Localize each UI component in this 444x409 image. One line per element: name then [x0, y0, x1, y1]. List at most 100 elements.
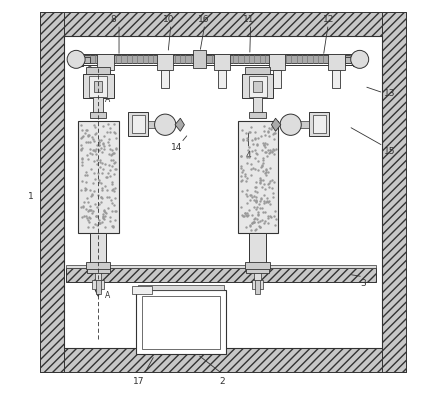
Point [89, 192, 96, 199]
Point [93, 204, 100, 211]
Point [82, 185, 89, 192]
Point [264, 169, 271, 175]
Point [251, 215, 258, 221]
Bar [40, 13, 64, 372]
Point [249, 220, 256, 227]
Point [110, 223, 117, 229]
Point [270, 146, 277, 153]
Point [271, 213, 278, 220]
Point [238, 153, 245, 160]
Point [102, 183, 109, 189]
Point [267, 149, 274, 155]
Point [261, 170, 268, 176]
Point [108, 187, 115, 194]
Bar [252, 280, 263, 289]
Point [98, 137, 105, 144]
Bar [142, 296, 220, 349]
Point [249, 220, 256, 226]
Point [107, 174, 114, 180]
Bar [64, 36, 382, 348]
Point [258, 178, 265, 184]
Point [250, 204, 257, 211]
Point [98, 196, 105, 202]
Point [254, 135, 261, 142]
Point [91, 201, 98, 208]
Circle shape [67, 51, 85, 69]
Point [100, 140, 107, 146]
Point [92, 147, 99, 153]
Point [81, 173, 88, 179]
Point [111, 166, 118, 173]
Point [253, 194, 260, 201]
Point [252, 179, 259, 186]
Point [84, 218, 91, 224]
Point [259, 206, 266, 212]
Point [104, 122, 111, 128]
Point [79, 214, 86, 220]
Point [266, 133, 273, 140]
Point [266, 125, 273, 132]
Point [265, 198, 272, 204]
Point [252, 167, 259, 173]
Point [263, 169, 270, 175]
Bar [218, 71, 226, 88]
Point [99, 211, 107, 218]
Point [85, 207, 92, 213]
Point [94, 157, 101, 164]
Point [264, 199, 271, 205]
Point [103, 130, 110, 136]
Point [83, 172, 91, 179]
Point [106, 214, 113, 220]
Point [248, 162, 255, 168]
Point [93, 161, 100, 167]
Point [101, 224, 108, 230]
Point [246, 192, 253, 199]
Point [104, 194, 111, 200]
Point [109, 157, 116, 164]
Point [101, 209, 108, 216]
Point [252, 130, 259, 136]
Point [84, 208, 91, 214]
Point [106, 152, 113, 158]
Point [251, 136, 258, 143]
Point [254, 209, 262, 216]
Point [104, 187, 111, 193]
Point [86, 147, 93, 153]
Point [79, 155, 86, 162]
Point [79, 203, 87, 209]
Point [251, 184, 258, 191]
Point [270, 194, 277, 201]
Point [270, 147, 277, 154]
Point [244, 210, 251, 216]
Bar [81, 56, 363, 64]
Point [242, 192, 249, 198]
Point [100, 217, 107, 223]
Point [246, 129, 254, 135]
Point [101, 208, 108, 214]
Text: 10: 10 [163, 15, 174, 24]
Point [80, 213, 87, 220]
Point [95, 143, 102, 149]
Point [259, 161, 266, 167]
Point [264, 215, 271, 222]
Point [238, 170, 246, 176]
Point [79, 133, 87, 140]
Point [257, 198, 264, 205]
Point [247, 227, 254, 233]
Point [247, 172, 254, 179]
Bar [66, 265, 377, 268]
Point [78, 147, 85, 153]
Bar [132, 286, 152, 294]
Point [262, 173, 270, 179]
Point [103, 174, 110, 180]
Point [96, 147, 103, 153]
Point [106, 194, 113, 200]
Point [268, 186, 275, 192]
Point [245, 155, 252, 161]
Point [239, 128, 246, 134]
Point [109, 179, 116, 186]
Point [250, 166, 257, 172]
Point [100, 207, 107, 213]
Point [250, 216, 257, 222]
Point [271, 222, 278, 228]
